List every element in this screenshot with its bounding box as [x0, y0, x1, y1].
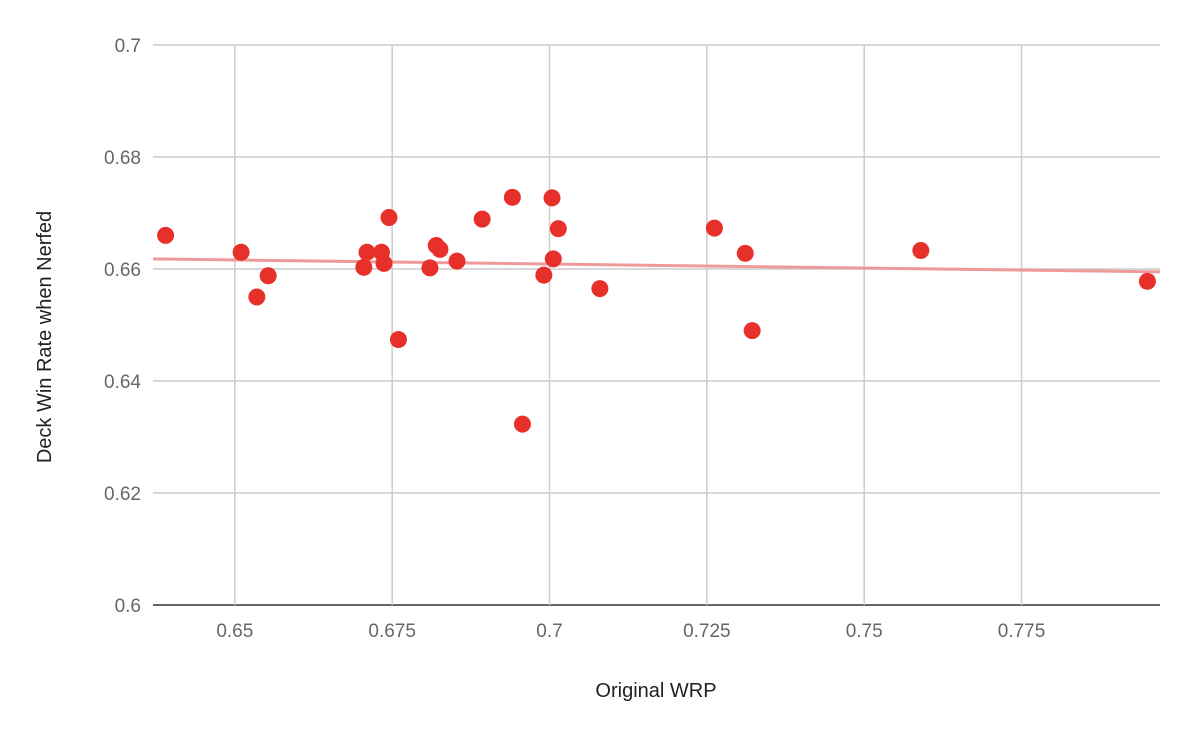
- data-point: [355, 258, 373, 276]
- grid-layer: [153, 44, 1160, 606]
- data-point: [259, 267, 277, 285]
- data-point: [248, 288, 266, 306]
- x-tick-label: 0.725: [683, 621, 731, 642]
- data-point: [549, 220, 567, 238]
- data-point: [912, 242, 930, 260]
- data-point: [591, 280, 609, 298]
- y-axis-title: Deck Win Rate when Nerfed: [34, 211, 56, 463]
- y-tick-label: 0.6: [115, 596, 141, 617]
- y-tick-label: 0.68: [104, 148, 141, 169]
- data-point: [503, 188, 521, 206]
- data-point: [157, 226, 175, 244]
- data-point: [705, 219, 723, 237]
- data-point: [473, 210, 491, 228]
- y-tick-label: 0.7: [115, 36, 141, 57]
- data-point: [543, 189, 561, 207]
- trendline-layer: [152, 257, 1161, 274]
- data-point: [358, 243, 376, 261]
- data-point: [232, 243, 250, 261]
- x-tick-label: 0.7: [536, 621, 562, 642]
- data-point: [535, 266, 553, 284]
- x-tick-label: 0.675: [368, 621, 416, 642]
- y-tick-label: 0.64: [104, 372, 141, 393]
- x-axis-title: Original WRP: [595, 680, 716, 702]
- x-tick-label: 0.65: [216, 621, 253, 642]
- trendline: [152, 257, 1161, 274]
- data-point: [421, 259, 439, 277]
- data-point: [513, 415, 531, 433]
- data-point: [448, 252, 466, 270]
- data-point: [1138, 272, 1156, 290]
- data-point: [736, 244, 754, 262]
- data-point: [544, 250, 562, 268]
- tick-labels-layer: 0.6 0.62 0.64 0.66 0.68 0.7 0.65 0.675 0.7 0.725 0…: [104, 36, 1045, 642]
- data-point: [389, 331, 407, 349]
- y-tick-label: 0.62: [104, 484, 141, 505]
- data-point: [431, 240, 449, 258]
- data-points-layer: [157, 188, 1156, 433]
- y-tick-label: 0.66: [104, 260, 141, 281]
- x-tick-label: 0.75: [846, 621, 883, 642]
- data-point: [380, 208, 398, 226]
- data-point: [743, 322, 761, 340]
- data-point: [375, 254, 393, 272]
- x-tick-label: 0.775: [998, 621, 1046, 642]
